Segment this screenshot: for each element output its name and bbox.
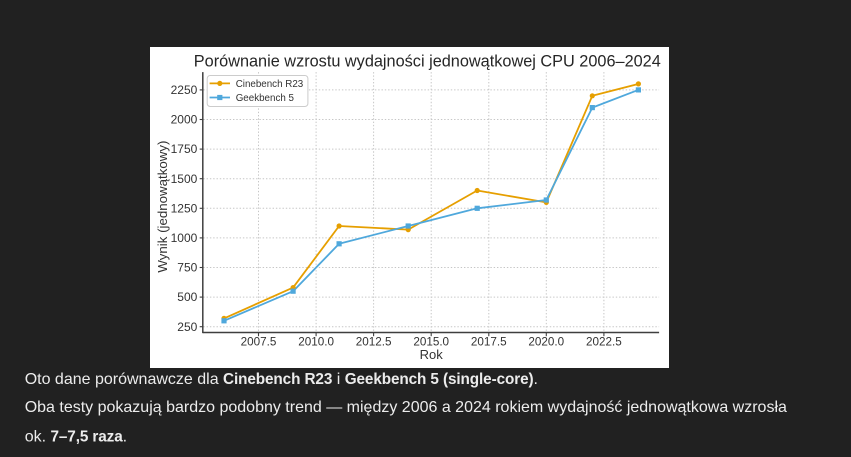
svg-text:2007.5: 2007.5 — [240, 336, 276, 349]
svg-text:2022.5: 2022.5 — [586, 336, 622, 349]
svg-text:Wynik (jednowątkowy): Wynik (jednowątkowy) — [154, 141, 169, 273]
svg-text:Oto dane porównawcze dla Cineb: Oto dane porównawcze dla Cinebench R23 i… — [25, 371, 538, 388]
svg-text:Cinebench R23: Cinebench R23 — [235, 79, 303, 90]
svg-text:2010.0: 2010.0 — [298, 336, 334, 349]
svg-text:1250: 1250 — [170, 202, 197, 216]
svg-text:ok. 7–7,5 raza.: ok. 7–7,5 raza. — [25, 429, 127, 446]
svg-text:1750: 1750 — [170, 143, 197, 157]
svg-text:2015.0: 2015.0 — [413, 336, 449, 349]
svg-text:1500: 1500 — [170, 172, 197, 186]
svg-text:Porównanie wzrostu wydajności: Porównanie wzrostu wydajności jednowątko… — [193, 53, 660, 71]
svg-text:Oba testy pokazują bardzo podo: Oba testy pokazują bardzo podobny trend … — [25, 399, 787, 416]
svg-text:Rok: Rok — [419, 348, 443, 363]
svg-text:Geekbench 5: Geekbench 5 — [235, 93, 294, 104]
svg-text:250: 250 — [177, 320, 197, 334]
svg-text:2000: 2000 — [170, 113, 197, 127]
svg-text:750: 750 — [177, 261, 197, 275]
svg-text:1000: 1000 — [170, 231, 197, 245]
svg-text:2012.5: 2012.5 — [355, 336, 391, 349]
svg-text:2017.5: 2017.5 — [471, 336, 507, 349]
svg-text:2020.0: 2020.0 — [528, 336, 564, 349]
svg-text:2250: 2250 — [170, 83, 197, 97]
svg-text:500: 500 — [177, 291, 197, 305]
